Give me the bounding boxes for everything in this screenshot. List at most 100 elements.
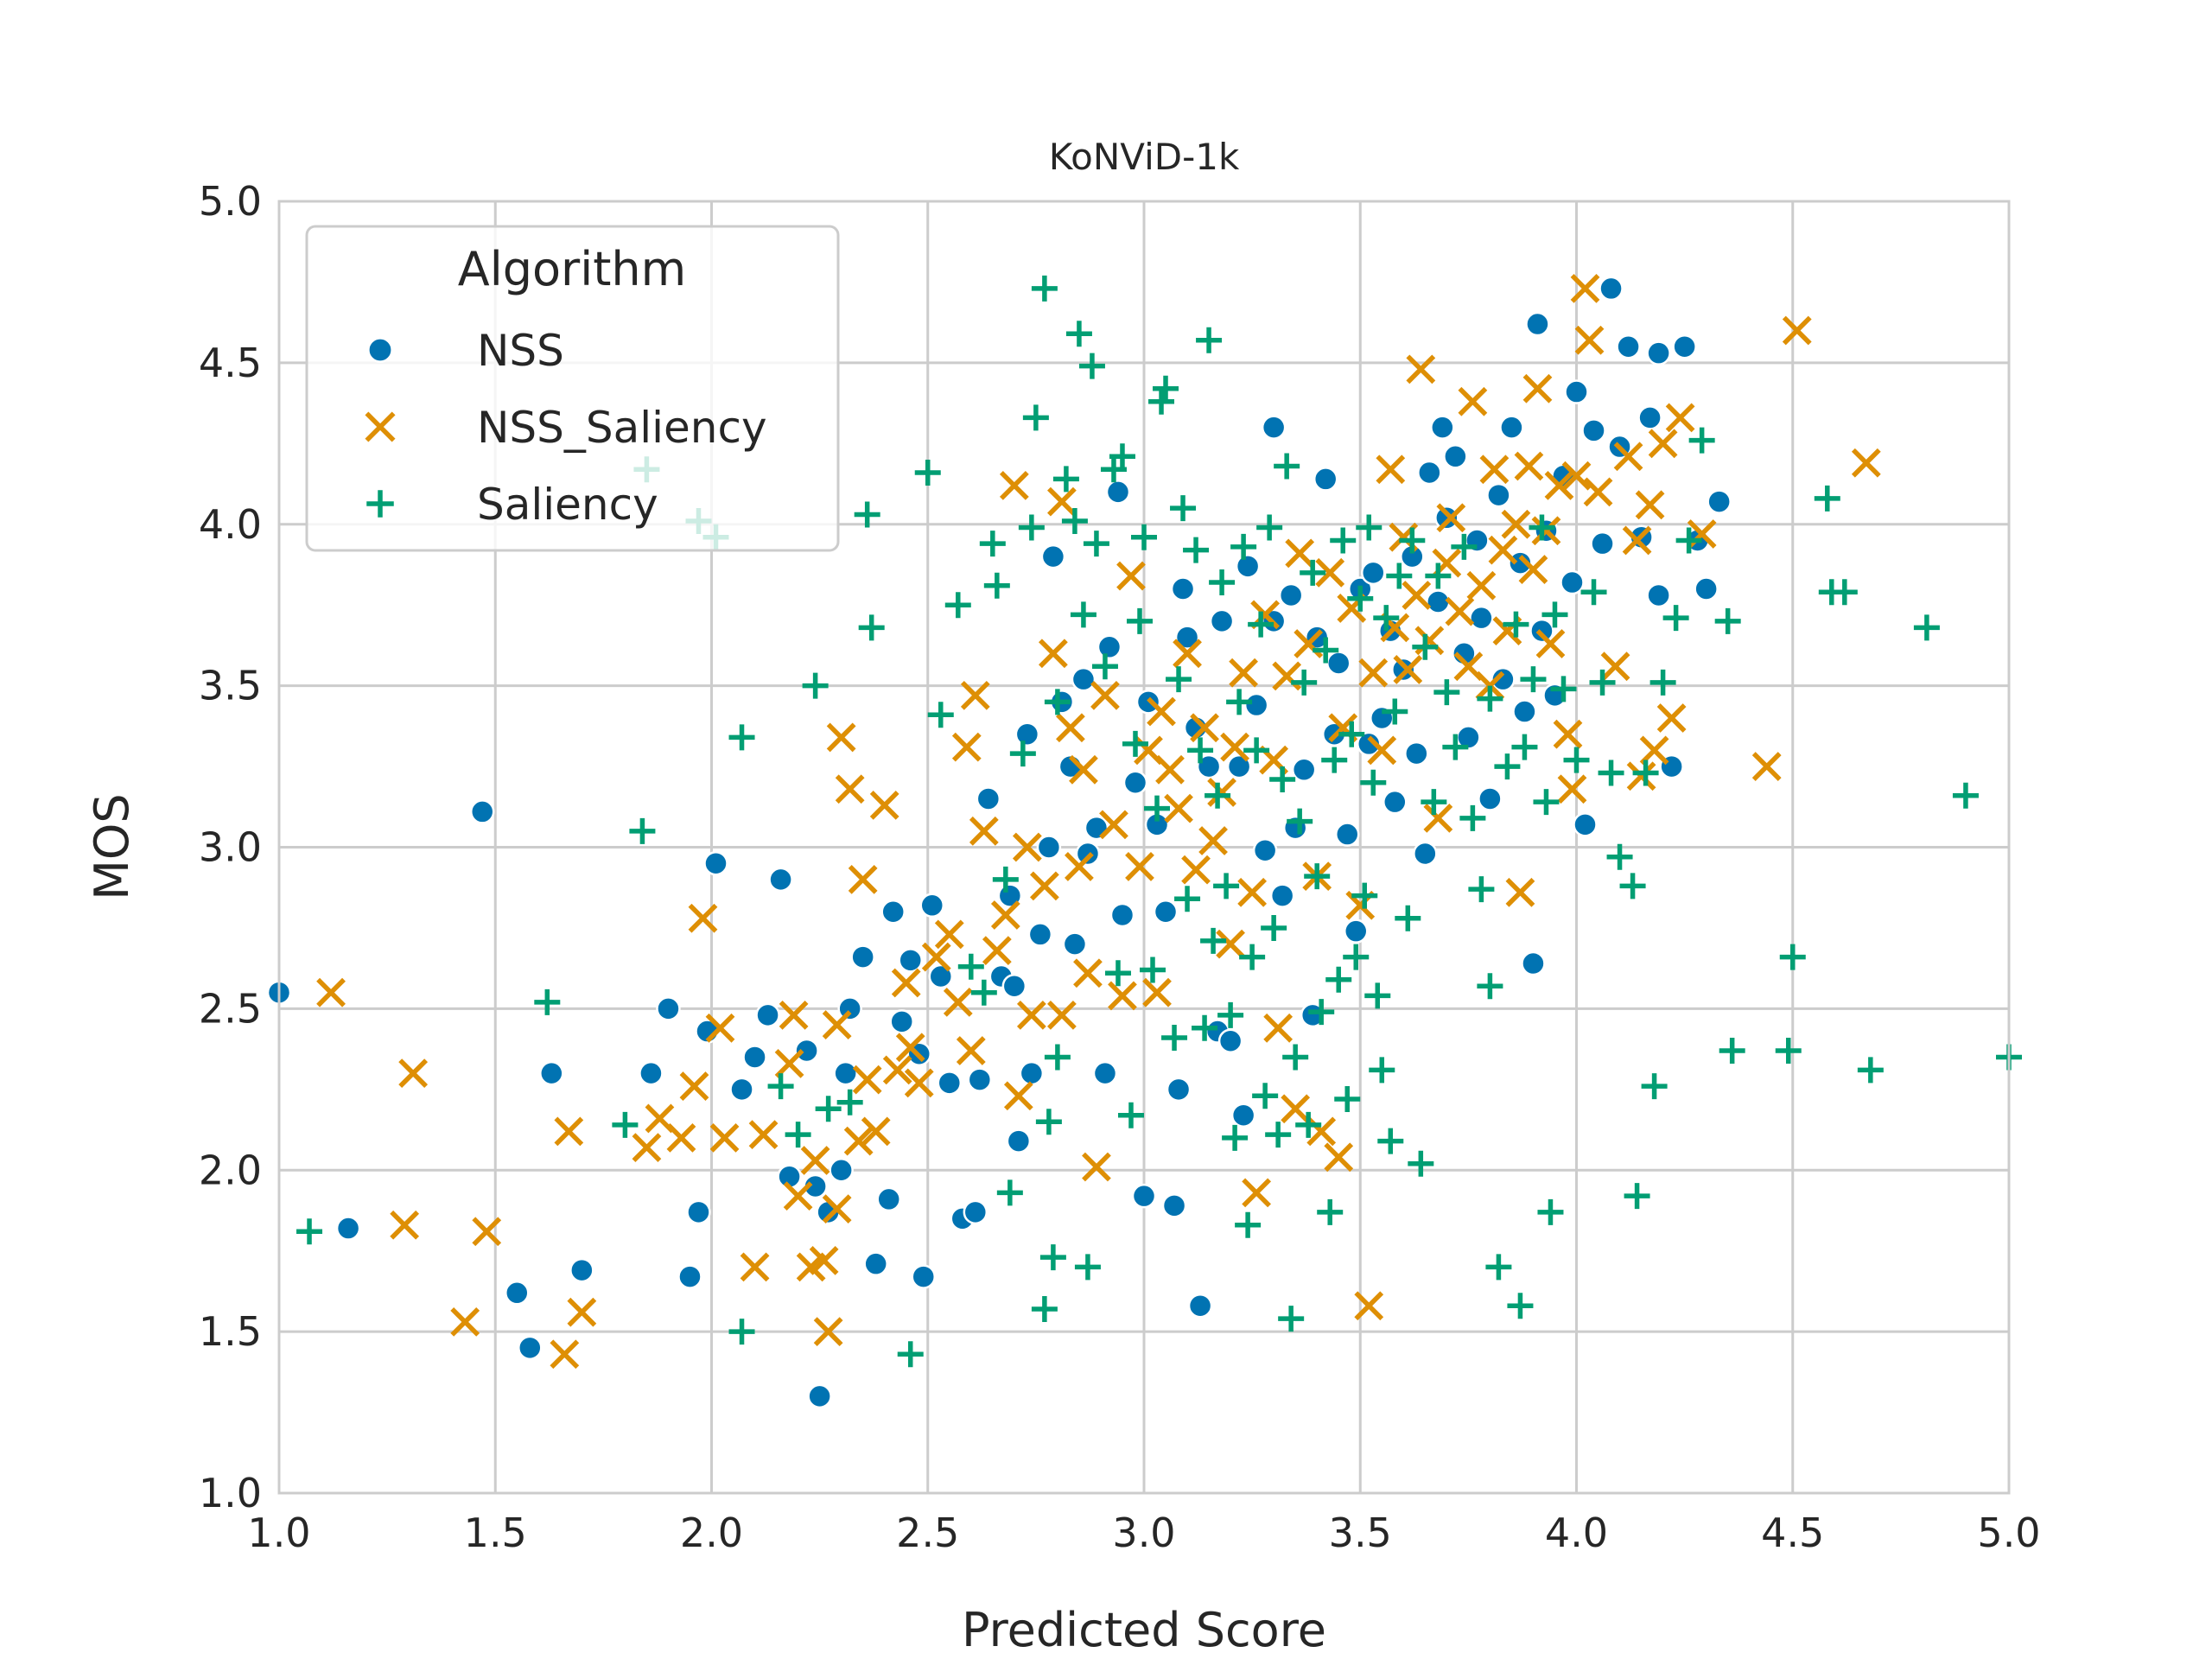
nss-point <box>1417 460 1442 486</box>
nss-saliency-point <box>813 1317 843 1347</box>
nss-saliency-point <box>740 1252 770 1282</box>
nss-saliency-point <box>835 774 865 804</box>
nss-saliency-point <box>934 919 964 950</box>
nss-saliency-point <box>1561 461 1592 491</box>
nss-saliency-point <box>1514 451 1544 481</box>
nss-saliency-point <box>1039 639 1068 669</box>
nss-saliency-point <box>1030 871 1059 901</box>
x-axis-label: Predicted Score <box>962 1603 1326 1657</box>
saliency-point <box>767 1073 794 1100</box>
nss-point <box>1092 1060 1118 1086</box>
saliency-point <box>1104 960 1131 987</box>
nss-point <box>539 1060 564 1086</box>
nss-saliency-point <box>1108 981 1137 1011</box>
saliency-point <box>854 501 880 528</box>
nss-saliency-points <box>316 274 1881 1370</box>
nss-saliency-point <box>1281 1094 1311 1124</box>
nss-point <box>1196 753 1222 779</box>
nss-saliency-point <box>1142 977 1172 1007</box>
nss-point <box>1581 418 1606 443</box>
saliency-point <box>1044 689 1071 715</box>
saliency-point <box>996 1179 1023 1206</box>
saliency-point <box>1044 1044 1071 1071</box>
nss-saliency-point <box>861 1116 891 1147</box>
saliency-point <box>1351 882 1378 909</box>
nss-saliency-point <box>869 791 899 820</box>
nss-point <box>1413 841 1438 867</box>
nss-saliency-point <box>1656 703 1687 733</box>
nss-point <box>1694 576 1719 601</box>
saliency-point <box>983 572 1010 599</box>
nss-point <box>1560 569 1585 595</box>
nss-saliency-point <box>1198 826 1228 855</box>
saliency-point <box>836 1089 863 1116</box>
nss-saliency-point <box>891 968 921 998</box>
nss-point <box>1564 379 1589 404</box>
saliency-point <box>1018 514 1045 541</box>
saliency-point <box>1291 669 1318 696</box>
saliency-point <box>1399 527 1426 554</box>
saliency-point <box>1395 905 1421 931</box>
saliency-point <box>1313 637 1339 664</box>
saliency-points <box>296 275 2022 1368</box>
saliency-point <box>1295 1111 1322 1138</box>
saliency-point <box>1321 747 1348 773</box>
nss-point <box>518 1335 543 1361</box>
nss-point <box>1187 1293 1213 1319</box>
nss-saliency-point <box>1016 1000 1046 1030</box>
nss-point <box>1036 835 1062 860</box>
y-axis-label: MOS <box>85 793 139 899</box>
nss-saliency-point <box>472 1217 502 1247</box>
saliency-point <box>1334 1086 1361 1113</box>
nss-saliency-point <box>826 722 856 753</box>
saliency-point <box>1265 1122 1292 1148</box>
saliency-point <box>1382 698 1408 725</box>
nss-point <box>794 1038 819 1064</box>
saliency-point <box>1550 676 1577 702</box>
saliency-point <box>1541 601 1568 628</box>
saliency-point <box>1304 863 1331 890</box>
saliency-point <box>1408 1150 1434 1177</box>
saliency-point <box>1719 1037 1745 1064</box>
nss-point <box>1469 605 1494 631</box>
nss-point <box>1486 482 1511 508</box>
nss-point <box>1646 582 1671 608</box>
nss-saliency-point <box>1851 448 1881 478</box>
saliency-point <box>1537 1198 1564 1225</box>
nss-saliency-point <box>943 988 973 1017</box>
nss-saliency-point <box>852 1065 882 1095</box>
nss-saliency-point <box>1147 696 1176 727</box>
x-tick-label: 2.0 <box>680 1510 743 1556</box>
nss-point <box>1062 931 1088 957</box>
nss-saliency-point <box>1285 538 1315 569</box>
nss-saliency-point <box>1376 454 1406 485</box>
saliency-point <box>1913 614 1940 641</box>
nss-saliency-point <box>783 1181 813 1211</box>
saliency-point <box>1775 1037 1802 1064</box>
saliency-point <box>1078 353 1105 379</box>
nss-point <box>833 1060 858 1086</box>
nss-point <box>1209 608 1235 634</box>
nss-saliency-point <box>1423 803 1453 833</box>
nss-point <box>876 1186 901 1212</box>
nss-saliency-point <box>956 1036 986 1065</box>
nss-saliency-point <box>632 1133 662 1162</box>
nss-saliency-point <box>666 1122 696 1153</box>
nss-point <box>1404 741 1429 766</box>
nss-point <box>1508 550 1533 575</box>
nss-saliency-point <box>1648 429 1678 459</box>
saliency-point <box>1421 789 1447 816</box>
nss-saliency-point <box>1458 386 1488 416</box>
nss-saliency-point <box>1164 793 1193 823</box>
nss-saliency-point <box>1116 561 1146 591</box>
nss-point <box>1434 505 1459 531</box>
nss-points <box>266 276 1732 1409</box>
nss-point <box>1174 625 1200 650</box>
nss-point <box>1217 1028 1243 1053</box>
nss-point <box>880 899 906 925</box>
saliency-point <box>612 1111 639 1138</box>
saliency-point <box>1153 375 1179 402</box>
nss-saliency-point <box>1056 713 1085 743</box>
nss-saliency-point <box>688 903 718 933</box>
y-tick-label: 3.0 <box>199 824 262 871</box>
